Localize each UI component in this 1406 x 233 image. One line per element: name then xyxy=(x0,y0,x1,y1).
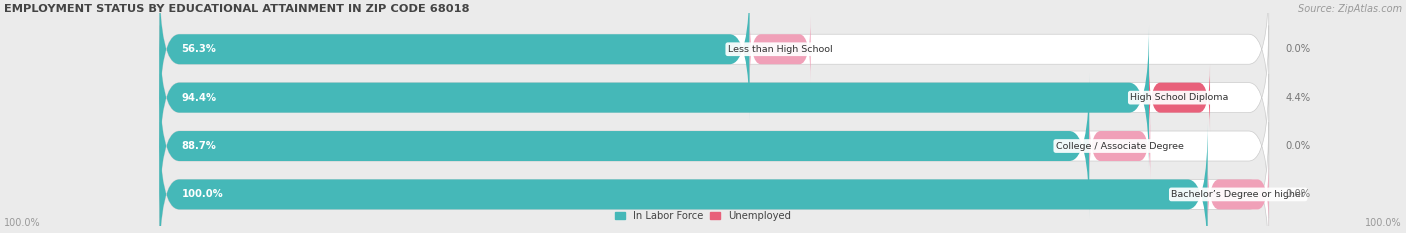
Text: 100.0%: 100.0% xyxy=(4,219,41,228)
Text: 100.0%: 100.0% xyxy=(181,189,224,199)
FancyBboxPatch shape xyxy=(749,16,811,83)
FancyBboxPatch shape xyxy=(1090,113,1150,179)
Text: 94.4%: 94.4% xyxy=(181,93,217,103)
FancyBboxPatch shape xyxy=(1208,161,1268,228)
Text: Less than High School: Less than High School xyxy=(728,45,832,54)
Text: 88.7%: 88.7% xyxy=(181,141,217,151)
FancyBboxPatch shape xyxy=(159,74,1090,218)
FancyBboxPatch shape xyxy=(159,122,1208,233)
FancyBboxPatch shape xyxy=(159,26,1268,170)
FancyBboxPatch shape xyxy=(159,26,1149,170)
Text: 0.0%: 0.0% xyxy=(1285,141,1310,151)
Text: Bachelor’s Degree or higher: Bachelor’s Degree or higher xyxy=(1171,190,1305,199)
Text: EMPLOYMENT STATUS BY EDUCATIONAL ATTAINMENT IN ZIP CODE 68018: EMPLOYMENT STATUS BY EDUCATIONAL ATTAINM… xyxy=(4,4,470,14)
Text: College / Associate Degree: College / Associate Degree xyxy=(1056,141,1184,151)
FancyBboxPatch shape xyxy=(159,0,749,121)
FancyBboxPatch shape xyxy=(1149,64,1211,131)
Text: 4.4%: 4.4% xyxy=(1285,93,1310,103)
Legend: In Labor Force, Unemployed: In Labor Force, Unemployed xyxy=(616,211,790,221)
Text: High School Diploma: High School Diploma xyxy=(1130,93,1229,102)
Text: 0.0%: 0.0% xyxy=(1285,44,1310,54)
FancyBboxPatch shape xyxy=(159,74,1268,218)
FancyBboxPatch shape xyxy=(159,0,1268,121)
Text: 100.0%: 100.0% xyxy=(1365,219,1402,228)
Text: 0.0%: 0.0% xyxy=(1285,189,1310,199)
FancyBboxPatch shape xyxy=(159,122,1268,233)
Text: Source: ZipAtlas.com: Source: ZipAtlas.com xyxy=(1298,4,1402,14)
Text: 56.3%: 56.3% xyxy=(181,44,217,54)
